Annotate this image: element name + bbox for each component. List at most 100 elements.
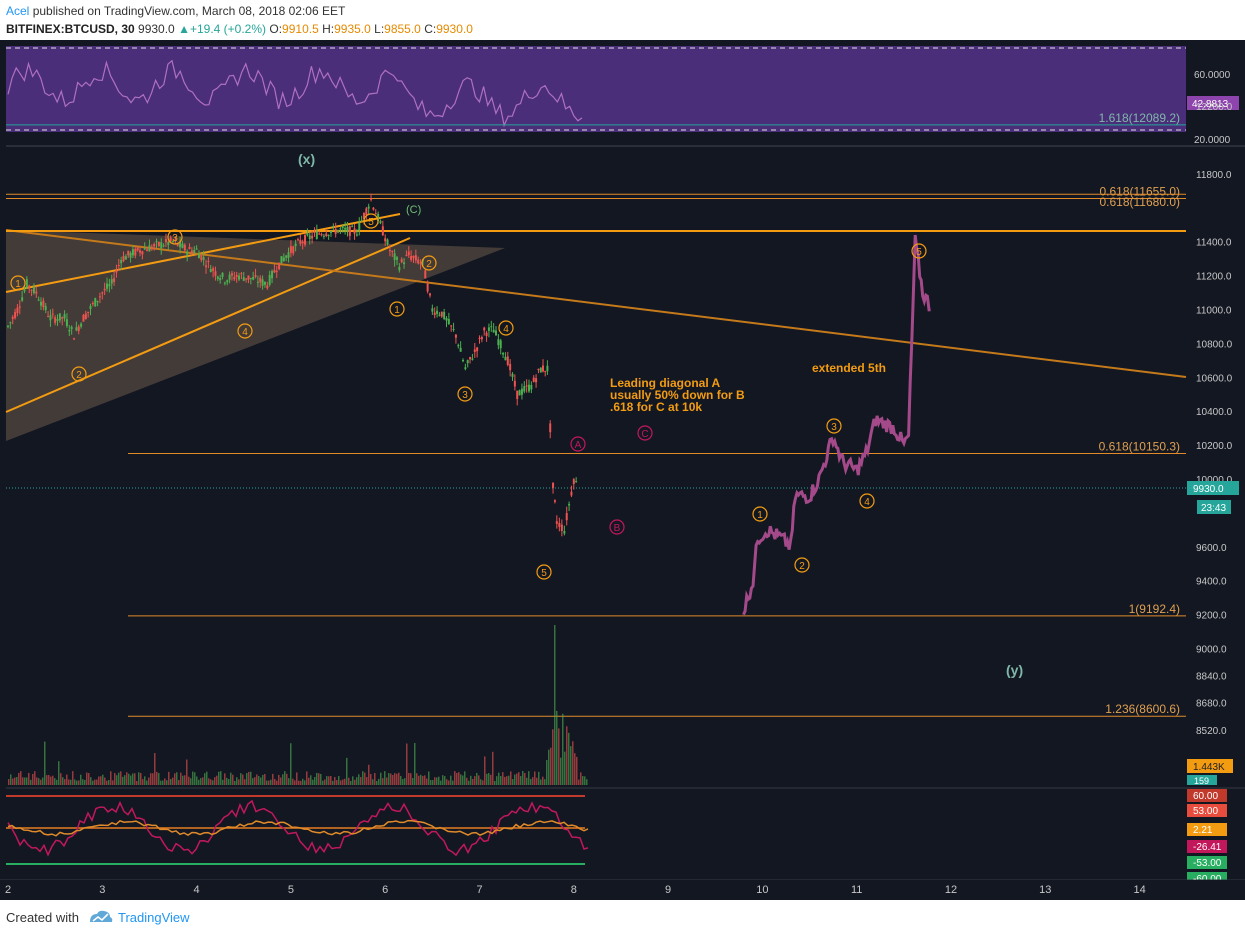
author-link[interactable]: Acel [6,4,30,18]
volume-bar [410,773,412,785]
candle-body [172,241,175,243]
volume-bar [70,779,72,785]
volume-bar [190,778,192,785]
volume-bar [278,774,280,785]
osc-value-tag [1187,840,1227,853]
candle-body [169,237,172,242]
publish-info: Acel published on TradingView.com, March… [6,4,345,18]
candle-body [445,317,448,321]
candle-body [209,269,212,273]
wave-marker-circle [457,386,473,402]
candle-body [575,481,578,483]
volume-bar [488,773,490,785]
volume-bar [358,774,360,785]
volume-bar [256,774,258,785]
candle-body [183,244,186,251]
rsi-tick-60: 60.0000 [1194,70,1231,81]
candle-body [457,344,460,347]
volume-bar [196,776,198,785]
candle-body [487,327,490,331]
candle-body [398,267,401,271]
tradingview-link[interactable]: TradingView [118,910,190,925]
volume-bar [86,772,88,785]
volume-bar [222,779,224,785]
wave-marker-circle [363,213,379,229]
volume-bar [268,780,270,785]
volume-bar [444,776,446,785]
candle-body [351,226,354,228]
candle-body [143,248,146,250]
volume-tag [1187,759,1233,773]
volume-bar [332,780,334,785]
candle-body [197,253,200,259]
volume-bar [426,778,428,785]
candle-body [450,325,453,327]
volume-bar [402,779,404,785]
price-tick-label: 10000.0 [1196,475,1233,486]
candle-body [327,234,330,236]
volume-bar [138,772,140,785]
volume-bar [174,773,176,785]
volume-bar [498,772,500,785]
volume-bar [224,773,226,785]
volume-bar [60,773,62,785]
candle-body [325,233,328,236]
long-trendline [5,229,1187,378]
wave-marker-label: 1 [15,279,21,290]
volume-bar [146,780,148,785]
volume-bar [542,776,544,785]
volume-bar [252,778,254,785]
volume-bar [90,777,92,785]
price-tick-label: 12200.0 [1196,102,1233,113]
volume-bar [440,780,442,785]
volume-bar [348,777,350,785]
wave-marker-circle [859,493,875,509]
volume-bar [546,760,548,785]
candle-body [518,390,521,396]
volume-bar [470,775,472,785]
candle-body [188,246,191,250]
candle-body [32,286,35,294]
candle-body [108,284,111,287]
volume-bar [544,779,546,785]
volume-bar [376,780,378,785]
chart-svg[interactable]: 60.0000 20.0000 42.8813 12200.011800.011… [0,40,1245,885]
candle-body [14,312,17,319]
wave-marker-label: C [641,429,648,440]
candle-body [153,243,156,247]
volume-bar [448,780,450,785]
volume-bar [556,710,558,785]
volume-bar [68,779,70,785]
wave-marker-circle [167,229,183,245]
volume-bar [432,780,434,785]
price-tick-label: 9200.0 [1196,611,1227,622]
volume-bar [144,776,146,785]
chart-panel[interactable]: 60.0000 20.0000 42.8813 12200.0 11800.0 11… [0,40,1245,900]
candle-body [82,315,85,322]
candle-body [256,281,259,283]
volume-bar [540,779,542,785]
candle-body [110,279,113,284]
volume-bar [240,773,242,785]
candle-body [438,314,441,316]
fib-label: 1.236(8600.6) [1105,702,1180,716]
annotation-diagonal-3: .618 for C at 10k [610,400,702,414]
volume-bar [514,774,516,785]
candle-body [523,386,526,392]
candle-body [436,310,439,314]
fib-label: 1(9192.4) [1129,602,1180,616]
candle-body [433,312,436,315]
volume-bar [218,771,220,785]
volume-bar [202,777,204,785]
volume-bar [180,772,182,785]
candle-body [49,315,52,321]
volume-bar [446,779,448,785]
candle-body [176,243,179,246]
candle-body [337,230,340,233]
volume-bar [122,776,124,785]
candle-body [469,356,472,360]
volume-bar [370,773,372,785]
volume-bar [326,776,328,785]
wave-marker-circle [389,301,405,317]
wave-markers: 1 2 3 4 5 1 2 3 4 5 A B C 1 2 3 4 5 [10,213,927,580]
